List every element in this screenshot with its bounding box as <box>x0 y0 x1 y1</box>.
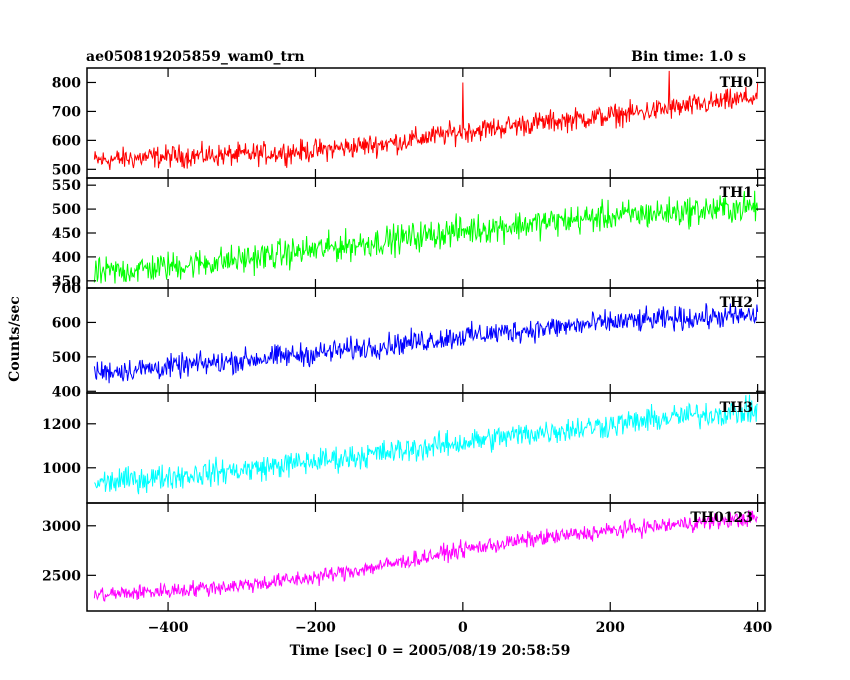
bin-time-label: Bin time: 1.0 s <box>631 49 746 65</box>
y-tick-label: 3000 <box>42 519 81 535</box>
panel-label: TH0123 <box>690 510 753 526</box>
chart-title: ae050819205859_wam0_trn <box>86 49 305 65</box>
y-tick-label: 1200 <box>42 417 81 433</box>
panel-th0: 500 600 700 800 TH0 <box>52 67 766 179</box>
panel-label: TH0 <box>720 75 754 91</box>
y-tick-label: 400 <box>52 250 81 266</box>
y-tick-label: 400 <box>52 384 81 400</box>
y-tick-label: 450 <box>52 226 81 242</box>
y-tick-label: 500 <box>52 350 81 366</box>
y-tick-label: 700 <box>52 104 81 120</box>
panel-label: TH2 <box>720 295 753 311</box>
y-tick-label: 350 <box>52 274 81 290</box>
series-line-th1 <box>93 190 759 284</box>
y-tick-label: 500 <box>52 202 81 218</box>
y-tick-label: 600 <box>52 315 81 331</box>
panel-th0123: 2500 3000 TH0123 <box>42 502 766 612</box>
x-tick-label: 400 <box>743 620 772 636</box>
series-line-th0 <box>93 70 759 170</box>
y-tick-label: 600 <box>52 133 81 149</box>
series-line-th0123 <box>93 510 759 602</box>
y-tick-label: 500 <box>52 162 81 178</box>
series-line-th3 <box>94 394 758 495</box>
y-tick-label: 800 <box>52 75 81 91</box>
series-line-th2 <box>93 303 759 384</box>
y-axis-label: Counts/sec <box>7 296 23 382</box>
panel-frame <box>86 287 766 394</box>
panel-label: TH3 <box>720 400 753 416</box>
x-axis-label: Time [sec] 0 = 2005/08/19 20:58:59 <box>290 643 571 659</box>
x-tick-label: −200 <box>295 620 336 636</box>
y-tick-label: 1000 <box>42 461 81 477</box>
panel-frame <box>86 502 766 612</box>
panel-th1: 350 400 450 500 550 TH1 <box>52 177 766 290</box>
y-tick-label: 700 <box>52 281 81 297</box>
panel-label: TH1 <box>720 185 753 201</box>
x-tick-label: 200 <box>596 620 625 636</box>
y-tick-label: 550 <box>52 178 81 194</box>
y-tick-label: 2500 <box>42 568 81 584</box>
panel-th3: 1000 1200 TH3 <box>42 392 766 504</box>
x-tick-label: 0 <box>458 620 468 636</box>
panel-th2: 400 500 600 700 TH2 <box>52 281 766 400</box>
x-tick-label: −400 <box>148 620 189 636</box>
